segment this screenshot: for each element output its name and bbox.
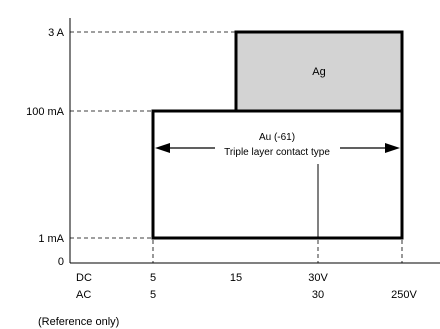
region-au-label-2: Triple layer contact type — [224, 147, 330, 158]
x-tick-ac-5: 5 — [150, 289, 156, 301]
arrowhead-right — [385, 143, 400, 153]
arrowhead-left — [155, 143, 170, 153]
region-au — [151, 109, 404, 240]
x-tick-ac-250v: 250V — [391, 289, 417, 301]
region-ag — [234, 30, 404, 113]
x-row-label-ac: AC — [76, 289, 91, 301]
region-ag-label: Ag — [312, 66, 325, 78]
region-au-label-1: Au (-61) — [259, 132, 295, 143]
x-tick-dc-30v: 30V — [308, 272, 328, 284]
x-tick-dc-5: 5 — [150, 272, 156, 284]
x-tick-dc-15: 15 — [230, 272, 242, 284]
x-row-label-dc: DC — [76, 272, 92, 284]
footnote: (Reference only) — [38, 316, 119, 328]
y-tick-3a: 3 A — [48, 27, 65, 39]
y-tick-100ma: 100 mA — [26, 106, 65, 118]
y-tick-0: 0 — [58, 256, 64, 268]
y-tick-1ma: 1 mA — [38, 233, 64, 245]
x-tick-ac-30: 30 — [312, 289, 324, 301]
